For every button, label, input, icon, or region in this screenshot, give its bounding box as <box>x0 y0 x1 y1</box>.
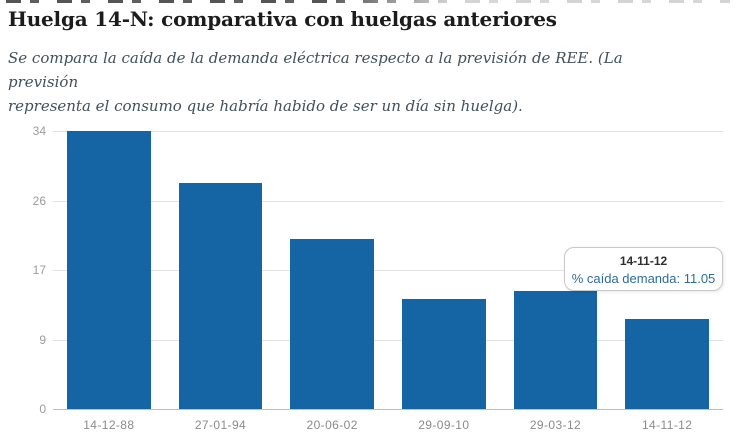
bar[interactable] <box>401 298 486 409</box>
x-axis-label: 14-12-88 <box>83 418 135 432</box>
bar[interactable] <box>290 238 375 409</box>
x-axis-label: 29-03-12 <box>529 418 582 432</box>
page-title: Huelga 14-N: comparativa con huelgas ant… <box>8 7 557 31</box>
y-axis-label: 17 <box>32 263 46 277</box>
page-subtitle: Se compara la caída de la demanda eléctr… <box>8 46 668 118</box>
subtitle-line-2: representa el consumo que habría habido … <box>8 97 523 115</box>
bar[interactable] <box>66 131 151 409</box>
cropped-text-remnant <box>6 0 730 3</box>
gridline <box>53 270 723 271</box>
bar[interactable] <box>625 318 710 409</box>
tooltip-title: 14-11-12 <box>619 254 668 268</box>
gridline <box>53 131 723 132</box>
y-axis-label: 0 <box>39 402 46 416</box>
gridline <box>53 339 723 341</box>
y-axis-label: 9 <box>39 332 46 347</box>
x-axis-label: 14-11-12 <box>641 418 693 432</box>
bar[interactable] <box>513 291 598 409</box>
bar[interactable] <box>178 183 263 409</box>
y-axis-label: 26 <box>32 193 46 208</box>
tooltip-value: % caída demanda: 11.05 <box>571 271 716 286</box>
x-axis-label: 20-06-02 <box>306 418 358 432</box>
x-axis-label: 27-01-94 <box>194 418 247 432</box>
subtitle-line-1: Se compara la caída de la demanda eléctr… <box>8 49 623 91</box>
tooltip: 14-11-12 % caída demanda: 11.05 <box>564 247 723 291</box>
x-axis-line <box>53 409 723 410</box>
y-axis-label: 34 <box>32 124 46 138</box>
x-axis-label: 29-09-10 <box>418 418 470 432</box>
gridline <box>53 200 723 202</box>
